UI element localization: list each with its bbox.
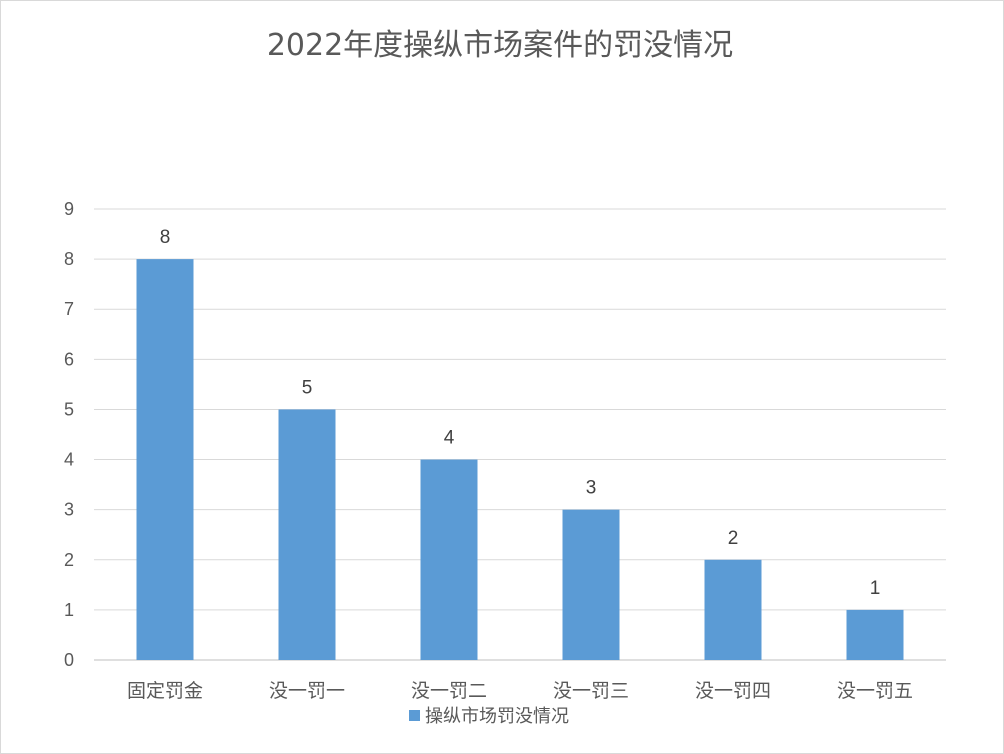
y-tick-label: 4 xyxy=(64,450,74,470)
data-label: 8 xyxy=(160,227,171,248)
y-tick-label: 3 xyxy=(64,500,74,520)
x-axis-categories: 固定罚金 没一罚一 没一罚二 没一罚三 没一罚四 没一罚五 xyxy=(127,680,913,702)
y-tick-label: 6 xyxy=(64,349,74,369)
y-tick-label: 0 xyxy=(64,650,74,670)
gridlines xyxy=(94,208,946,661)
chart-title: 2022年度操纵市场案件的罚没情况 xyxy=(267,28,733,63)
y-axis-ticks: 0 1 2 3 4 5 6 7 8 9 xyxy=(64,199,74,670)
bar xyxy=(278,409,336,660)
category-label: 固定罚金 xyxy=(127,680,203,702)
y-tick-label: 5 xyxy=(64,399,74,419)
data-label: 4 xyxy=(444,428,455,449)
category-label: 没一罚五 xyxy=(837,680,913,702)
category-label: 没一罚一 xyxy=(269,680,345,702)
bar xyxy=(562,509,620,660)
y-tick-label: 9 xyxy=(64,199,74,219)
legend-label: 操纵市场罚没情况 xyxy=(425,706,569,727)
bar xyxy=(420,459,478,660)
legend: 操纵市场罚没情况 xyxy=(409,706,569,727)
bars xyxy=(136,259,904,660)
bar xyxy=(136,259,194,660)
data-labels: 8 5 4 3 2 1 xyxy=(160,227,881,599)
category-label: 没一罚三 xyxy=(553,680,629,702)
category-label: 没一罚四 xyxy=(695,680,771,702)
data-label: 5 xyxy=(302,377,313,398)
bar xyxy=(704,559,762,660)
y-tick-label: 8 xyxy=(64,249,74,269)
bar xyxy=(846,609,904,660)
y-tick-label: 7 xyxy=(64,299,74,319)
data-label: 2 xyxy=(728,528,739,549)
legend-swatch xyxy=(409,710,420,721)
data-label: 3 xyxy=(586,478,597,499)
data-label: 1 xyxy=(870,578,881,599)
category-label: 没一罚二 xyxy=(411,680,487,702)
y-tick-label: 1 xyxy=(64,600,74,620)
y-tick-label: 2 xyxy=(64,550,74,570)
